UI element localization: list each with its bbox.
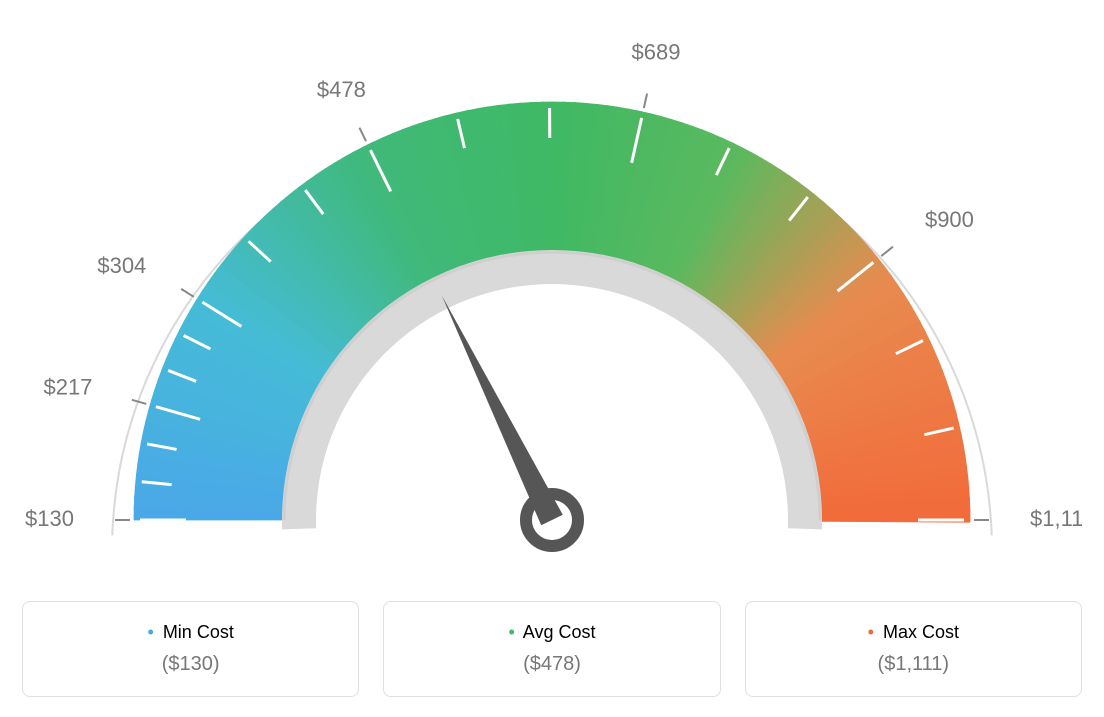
legend-value-avg: ($478)	[400, 653, 703, 676]
dot-icon: •	[868, 622, 874, 642]
legend-title-min: • Min Cost	[39, 622, 342, 643]
legend-title-avg: • Avg Cost	[400, 622, 703, 643]
dot-icon: •	[147, 622, 153, 642]
legend-label-max: Max Cost	[883, 622, 959, 642]
legend-title-max: • Max Cost	[762, 622, 1065, 643]
legend-value-min: ($130)	[39, 653, 342, 676]
svg-text:$1,111: $1,111	[1030, 506, 1082, 531]
legend-card-max: • Max Cost ($1,111)	[745, 601, 1082, 697]
legend-row: • Min Cost ($130) • Avg Cost ($478) • Ma…	[22, 601, 1082, 697]
svg-text:$478: $478	[317, 77, 366, 102]
svg-text:$689: $689	[632, 39, 681, 64]
svg-text:$304: $304	[97, 253, 146, 278]
legend-label-avg: Avg Cost	[523, 622, 596, 642]
svg-text:$900: $900	[925, 207, 974, 232]
gauge-chart: $130 $217 $304 $478 $689 $900 $1,111 • Min Cos…	[20, 20, 1084, 697]
gauge-svg: $130 $217 $304 $478 $689 $900 $1,111	[22, 20, 1082, 580]
legend-value-max: ($1,111)	[762, 653, 1065, 676]
dot-icon: •	[508, 622, 514, 642]
legend-card-avg: • Avg Cost ($478)	[383, 601, 720, 697]
gauge-svg-container: $130 $217 $304 $478 $689 $900 $1,111	[22, 20, 1082, 585]
legend-label-min: Min Cost	[163, 622, 234, 642]
legend-card-min: • Min Cost ($130)	[22, 601, 359, 697]
svg-text:$130: $130	[25, 506, 74, 531]
svg-text:$217: $217	[43, 375, 92, 400]
